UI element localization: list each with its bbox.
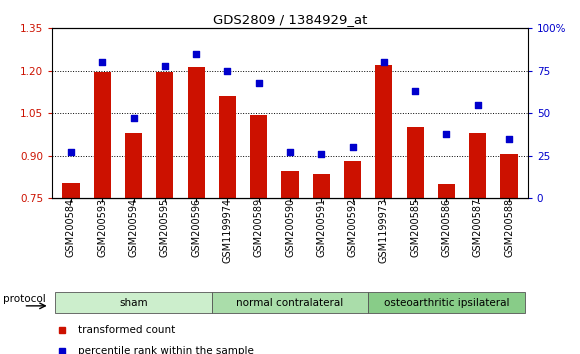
Point xyxy=(191,51,201,57)
Point xyxy=(97,59,107,65)
Bar xyxy=(368,292,525,313)
Text: GSM200590: GSM200590 xyxy=(285,198,295,257)
Text: GSM200589: GSM200589 xyxy=(253,198,264,257)
Bar xyxy=(219,96,236,198)
Text: normal contralateral: normal contralateral xyxy=(237,298,343,308)
Bar xyxy=(344,161,361,198)
Bar xyxy=(250,115,267,198)
Text: GSM200584: GSM200584 xyxy=(66,198,76,257)
Bar xyxy=(156,72,173,198)
Text: GSM200595: GSM200595 xyxy=(160,198,170,257)
Text: GSM200593: GSM200593 xyxy=(97,198,107,257)
Text: GSM200592: GSM200592 xyxy=(347,198,358,257)
Text: transformed count: transformed count xyxy=(78,325,176,335)
Title: GDS2809 / 1384929_at: GDS2809 / 1384929_at xyxy=(213,13,367,26)
Point xyxy=(285,149,295,155)
Point xyxy=(473,102,483,108)
Point xyxy=(442,131,451,137)
Bar xyxy=(93,72,111,198)
Point xyxy=(379,59,389,65)
Bar xyxy=(281,171,299,198)
Text: GSM1199974: GSM1199974 xyxy=(222,198,233,263)
Text: protocol: protocol xyxy=(2,295,45,304)
Text: GSM200587: GSM200587 xyxy=(473,198,483,257)
Bar xyxy=(187,67,205,198)
Text: GSM200596: GSM200596 xyxy=(191,198,201,257)
Bar xyxy=(313,174,330,198)
Text: GSM200585: GSM200585 xyxy=(410,198,420,257)
Point xyxy=(317,151,326,157)
Point xyxy=(160,63,169,69)
Bar xyxy=(125,133,142,198)
Text: osteoarthritic ipsilateral: osteoarthritic ipsilateral xyxy=(384,298,509,308)
Text: sham: sham xyxy=(119,298,148,308)
Point xyxy=(254,80,263,86)
Bar xyxy=(375,65,393,198)
Bar xyxy=(63,183,79,198)
Point xyxy=(66,149,75,155)
Bar xyxy=(55,292,212,313)
Bar xyxy=(407,127,424,198)
Bar xyxy=(469,133,487,198)
Bar xyxy=(212,292,368,313)
Text: percentile rank within the sample: percentile rank within the sample xyxy=(78,346,254,354)
Point xyxy=(505,136,514,142)
Text: GSM1199973: GSM1199973 xyxy=(379,198,389,263)
Text: GSM200594: GSM200594 xyxy=(129,198,139,257)
Point xyxy=(129,115,138,121)
Text: GSM200588: GSM200588 xyxy=(504,198,514,257)
Point xyxy=(411,88,420,94)
Bar xyxy=(438,184,455,198)
Point xyxy=(348,144,357,150)
Point xyxy=(223,68,232,74)
Text: GSM200586: GSM200586 xyxy=(441,198,451,257)
Text: GSM200591: GSM200591 xyxy=(316,198,327,257)
Bar xyxy=(501,154,517,198)
